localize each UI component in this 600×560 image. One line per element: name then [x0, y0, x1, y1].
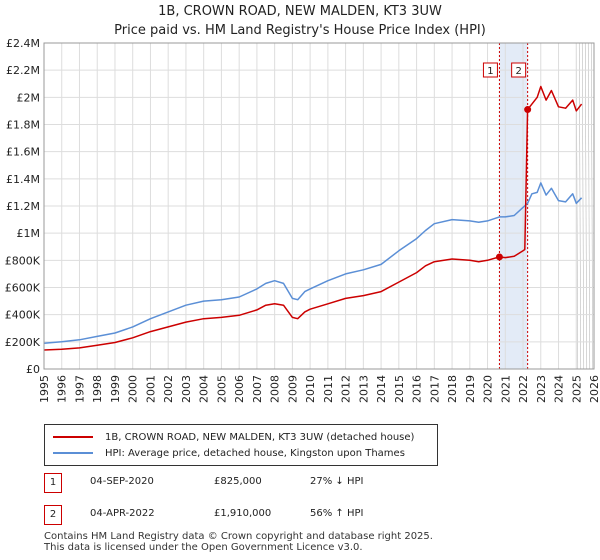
x-tick-label: 2025 — [570, 375, 583, 403]
x-tick-label: 1995 — [38, 375, 51, 403]
transaction-marker-badge: 2 — [44, 505, 62, 525]
sale-label-box — [482, 62, 498, 78]
legend-label-hpi: HPI: Average price, detached house, King… — [105, 447, 405, 459]
copyright-footer: Contains HM Land Registry data © Crown c… — [44, 531, 433, 553]
sale-label-box — [511, 62, 527, 78]
transaction-marker-badge: 1 — [44, 473, 62, 493]
x-tick-label: 2013 — [357, 375, 370, 403]
sale-point — [495, 253, 503, 261]
x-tick-label: 2008 — [269, 375, 282, 403]
x-tick-label: 2012 — [340, 375, 353, 403]
y-tick-label: £400K — [5, 309, 41, 322]
x-tick-label: 2026 — [588, 375, 600, 403]
y-tick-label: £1.2M — [6, 200, 40, 213]
legend-item-property: 1B, CROWN ROAD, NEW MALDEN, KT3 3UW (det… — [53, 429, 414, 445]
x-tick-label: 2010 — [304, 375, 317, 403]
series-line — [43, 85, 583, 351]
legend-label-property: 1B, CROWN ROAD, NEW MALDEN, KT3 3UW (det… — [105, 431, 415, 443]
y-tick-label: £1M — [17, 227, 41, 240]
x-tick-label: 2005 — [215, 375, 228, 403]
legend-item-hpi: HPI: Average price, detached house, King… — [53, 445, 405, 461]
y-tick-label: £200K — [5, 336, 41, 349]
plot-frame — [43, 42, 595, 370]
series-line — [43, 182, 583, 344]
y-tick-label: £600K — [5, 282, 41, 295]
transaction-price: £1,910,000 — [214, 508, 272, 519]
transaction-date: 04-SEP-2020 — [90, 476, 154, 487]
x-tick-label: 1999 — [109, 375, 122, 403]
y-tick-label: £2.2M — [6, 64, 40, 77]
title-line-subtitle: Price paid vs. HM Land Registry's House … — [114, 23, 486, 38]
transaction-price: £825,000 — [214, 476, 262, 487]
chart-title: 1B, CROWN ROAD, NEW MALDEN, KT3 3UW Pric… — [0, 2, 600, 40]
x-tick-label: 2001 — [144, 375, 157, 403]
x-tick-label: 2018 — [446, 375, 459, 403]
x-tick-label: 2022 — [517, 375, 530, 403]
transaction-row: 2 04-APR-2022 £1,910,000 56% ↑ HPI — [44, 504, 464, 526]
y-tick-label: £2M — [17, 91, 41, 104]
x-tick-label: 2015 — [393, 375, 406, 403]
footer-line-licence: This data is licensed under the Open Gov… — [44, 542, 363, 553]
x-tick-label: 2023 — [535, 375, 548, 403]
x-tick-label: 2019 — [464, 375, 477, 403]
x-tick-label: 2021 — [499, 375, 512, 403]
y-tick-label: £1.8M — [6, 119, 40, 132]
legend-swatch-hpi — [53, 452, 93, 454]
x-tick-label: 2007 — [251, 375, 264, 403]
transaction-date: 04-APR-2022 — [90, 508, 155, 519]
x-tick-label: 2009 — [286, 375, 299, 403]
x-tick-label: 2011 — [322, 375, 335, 403]
x-tick-label: 1997 — [73, 375, 86, 403]
y-tick-label: £1.4M — [6, 173, 40, 186]
x-tick-label: 2004 — [198, 375, 211, 403]
title-line-address: 1B, CROWN ROAD, NEW MALDEN, KT3 3UW — [158, 4, 442, 19]
transaction-hpi-delta: 56% ↑ HPI — [310, 508, 364, 519]
y-tick-label: £1.6M — [6, 146, 40, 159]
x-tick-label: 2006 — [233, 375, 246, 403]
price-chart: £0 £200K £400K £600K £800K £1M £1.2M £1.4M £1.6M… — [5, 37, 600, 403]
transaction-hpi-delta: 27% ↓ HPI — [310, 476, 364, 487]
x-tick-label: 1996 — [56, 375, 69, 403]
x-tick-label: 2020 — [482, 375, 495, 403]
x-tick-label: 2014 — [375, 375, 388, 403]
y-tick-label: £0 — [26, 363, 40, 376]
transaction-row: 1 04-SEP-2020 £825,000 27% ↓ HPI — [44, 472, 464, 494]
sale-label-number: 1 — [487, 66, 493, 77]
x-tick-label: 2024 — [553, 375, 566, 403]
x-tick-label: 1998 — [91, 375, 104, 403]
chart-legend: 1B, CROWN ROAD, NEW MALDEN, KT3 3UW (det… — [44, 424, 438, 466]
x-tick-label: 2000 — [127, 375, 140, 403]
sale-label-number: 2 — [515, 66, 521, 77]
y-tick-label: £800K — [5, 254, 41, 267]
sale-point — [524, 106, 532, 114]
legend-swatch-property — [53, 436, 93, 438]
x-tick-label: 2002 — [162, 375, 175, 403]
footer-line-copyright: Contains HM Land Registry data © Crown c… — [44, 531, 433, 542]
x-tick-label: 2016 — [411, 375, 424, 403]
x-tick-label: 2003 — [180, 375, 193, 403]
y-tick-label: £2.4M — [6, 37, 40, 50]
x-tick-label: 2017 — [428, 375, 441, 403]
